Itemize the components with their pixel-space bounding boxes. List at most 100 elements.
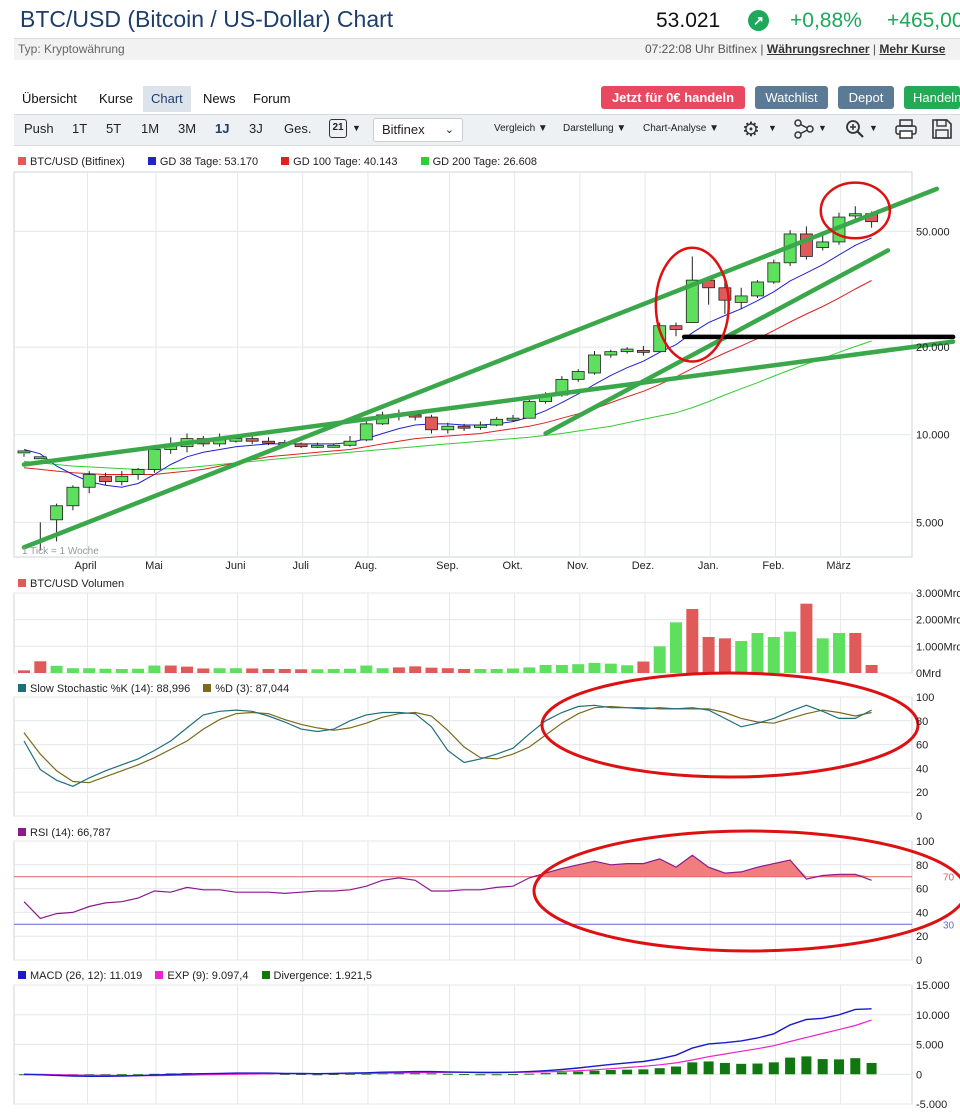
rsi-tick-label: 100: [916, 836, 934, 848]
trendline: [21, 186, 940, 550]
rsi-label: RSI (14): 66,787: [30, 827, 111, 839]
month-label: Okt.: [503, 560, 523, 572]
range-1j[interactable]: 1J: [215, 121, 230, 136]
range-3j[interactable]: 3J: [249, 121, 263, 136]
compare-menu-label: Vergleich: [494, 123, 536, 134]
annotation-circle: [819, 181, 892, 240]
candle: [685, 279, 699, 323]
display-menu[interactable]: Darstellung ▼: [563, 123, 627, 134]
candle: [457, 425, 471, 429]
divergence-bar: [605, 1069, 616, 1075]
candle: [425, 416, 438, 431]
candle: [343, 440, 357, 446]
volume-bar: [458, 669, 471, 673]
volume-bar: [800, 603, 813, 673]
chevron-down-icon[interactable]: ▼: [869, 123, 878, 133]
panel-frame: [13, 840, 913, 961]
range-1t[interactable]: 1T: [72, 121, 88, 136]
divergence-bar: [426, 1073, 437, 1075]
macd-legend: MACD (26, 12): 11.019 EXP (9): 9.097,4 D…: [18, 970, 372, 982]
compare-menu[interactable]: Vergleich ▼: [494, 123, 548, 134]
volume-bar: [686, 609, 699, 673]
macd-tick-label: 5.000: [916, 1040, 944, 1052]
tab-forum[interactable]: Forum: [253, 91, 291, 106]
macd-tick-label: 15.000: [916, 980, 950, 992]
divergence-bar: [100, 1074, 111, 1076]
trendline: [21, 339, 956, 467]
range-3m[interactable]: 3M: [178, 121, 197, 136]
trade-now-button[interactable]: Jetzt für 0€ handeln: [601, 86, 745, 109]
volume-bar: [653, 646, 666, 673]
candle: [588, 354, 601, 374]
range-push[interactable]: Push: [24, 121, 54, 136]
volume-tick-label: 1.000Mrd: [916, 641, 960, 653]
candle: [441, 425, 455, 431]
calendar-icon[interactable]: 21: [329, 119, 347, 138]
tab-chart[interactable]: Chart: [143, 86, 191, 112]
tab-overview[interactable]: Übersicht: [22, 91, 77, 106]
divergence-bar: [834, 1059, 844, 1075]
watchlist-button[interactable]: Watchlist: [755, 86, 828, 109]
tab-kurse[interactable]: Kurse: [99, 91, 133, 106]
chevron-down-icon[interactable]: ▼: [818, 123, 827, 133]
chart-analysis-menu[interactable]: Chart-Analyse ▼: [643, 123, 720, 134]
exchange-select-value: Bitfinex: [382, 122, 425, 137]
depot-button[interactable]: Depot: [838, 86, 894, 109]
chevron-down-icon[interactable]: ▼: [352, 123, 361, 133]
more-rates-link[interactable]: Mehr Kurse: [879, 42, 946, 56]
chevron-down-icon[interactable]: ▼: [768, 123, 777, 133]
save-icon[interactable]: [931, 118, 953, 140]
legend-swatch: [261, 971, 270, 979]
candle: [50, 505, 63, 521]
exchange-select[interactable]: Bitfinex ⌄: [373, 118, 463, 142]
candle: [620, 348, 634, 353]
stoch-tick-label: 20: [916, 787, 928, 799]
handeln-button[interactable]: Handeln: [904, 86, 960, 109]
volume-bar: [246, 668, 259, 673]
share-icon[interactable]: [794, 119, 814, 139]
tab-news[interactable]: News: [203, 91, 236, 106]
volume-bar: [555, 665, 568, 673]
volume-tick-label: 0Mrd: [916, 668, 941, 680]
volume-bar: [409, 666, 422, 673]
print-icon[interactable]: [895, 119, 917, 139]
divergence-bar: [296, 1073, 307, 1075]
volume-bar: [507, 668, 519, 673]
volume-bar: [539, 665, 552, 673]
range-5t[interactable]: 5T: [106, 121, 122, 136]
volume-bar: [148, 665, 161, 673]
stoch-tick-label: 60: [916, 740, 928, 752]
divergence-bar: [687, 1062, 698, 1075]
divergence-bar: [442, 1073, 453, 1075]
asset-type: Typ: Kryptowährung: [18, 42, 125, 56]
candle: [294, 443, 308, 448]
month-label: April: [75, 560, 97, 572]
volume-bar: [132, 668, 145, 673]
divergence-bar: [573, 1071, 584, 1075]
panel-frame: [13, 171, 913, 558]
settings-icon[interactable]: ⚙: [742, 119, 760, 141]
legend-gd200-label: GD 200 Tage: 26.608: [432, 156, 537, 168]
month-label: März: [826, 560, 850, 572]
divergence-bar: [312, 1074, 323, 1076]
candle: [571, 371, 585, 380]
divergence-bar: [540, 1073, 551, 1075]
volume-bar: [670, 622, 682, 673]
chart-analysis-menu-label: Chart-Analyse: [643, 123, 707, 134]
volume-bar: [523, 667, 536, 673]
zoom-icon[interactable]: [845, 119, 865, 139]
candle: [245, 438, 259, 442]
range-ges[interactable]: Ges.: [284, 121, 312, 136]
volume-bar: [164, 665, 177, 673]
rsi-legend: RSI (14): 66,787: [18, 827, 111, 839]
currency-converter-link[interactable]: Währungsrechner: [766, 42, 870, 56]
divergence-bar: [622, 1069, 633, 1075]
legend-swatch: [281, 157, 290, 165]
range-1m[interactable]: 1M: [141, 121, 160, 136]
candle: [66, 486, 80, 507]
calendar-day: 21: [332, 122, 344, 133]
divergence-bar: [393, 1073, 404, 1075]
volume-bar: [849, 633, 862, 673]
legend-swatch: [420, 157, 429, 165]
month-label: Juli: [292, 560, 309, 572]
